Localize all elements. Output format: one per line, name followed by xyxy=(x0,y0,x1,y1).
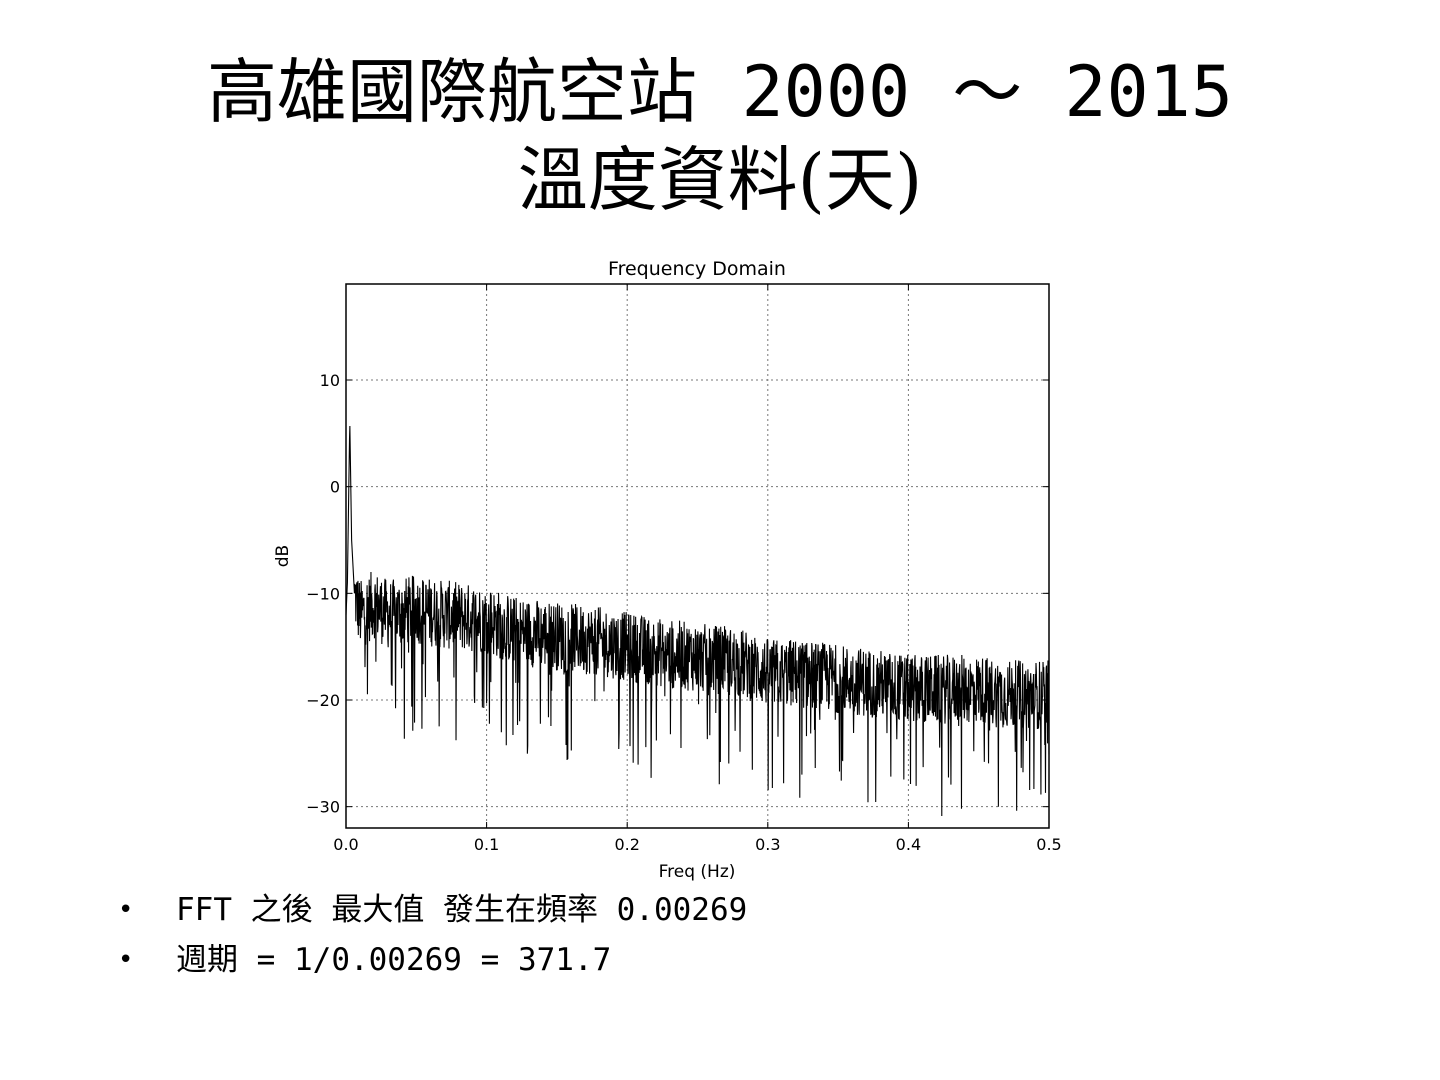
x-tick-label: 0.4 xyxy=(896,835,921,854)
y-tick-label: −20 xyxy=(306,691,340,710)
series-line xyxy=(345,425,1050,816)
y-tick-label: −10 xyxy=(306,584,340,603)
y-axis-ticks: −30 −20 −10 0 10 xyxy=(306,371,1049,817)
bullet-text: FFT 之後 最大值 發生在頻率 0.00269 xyxy=(176,892,748,928)
x-tick-label: 0.5 xyxy=(1036,835,1061,854)
x-axis-label: Freq (Hz) xyxy=(659,862,736,882)
bullet-marker: • xyxy=(118,895,134,925)
bullet-marker: • xyxy=(118,945,134,975)
y-tick-label: 0 xyxy=(330,478,340,497)
y-tick-label: 10 xyxy=(320,371,340,390)
y-tick-label: −30 xyxy=(306,798,340,817)
title-station: 高雄國際航空站 xyxy=(207,51,698,133)
chart-title: Frequency Domain xyxy=(608,258,786,280)
title-line-1: 高雄國際航空站 2000 ～ 2015 xyxy=(0,48,1440,136)
title-year-range: 2000 ～ 2015 xyxy=(741,51,1233,133)
title-line-2: 溫度資料(天) xyxy=(517,139,923,221)
chart-series xyxy=(345,425,1050,816)
x-tick-label: 0.1 xyxy=(474,835,499,854)
x-tick-label: 0.2 xyxy=(614,835,639,854)
slide-title: 高雄國際航空站 2000 ～ 2015 溫度資料(天) xyxy=(0,48,1440,224)
frequency-domain-chart: Frequency Domain 0.0 0.1 0.2 0.3 0.4 0.5 −30−… xyxy=(273,258,1062,882)
x-axis-ticks: 0.0 0.1 0.2 0.3 0.4 0.5 xyxy=(333,284,1062,854)
bullet-list: • FFT 之後 最大值 發生在頻率 0.00269 • 週期 = 1/0.00… xyxy=(118,888,747,988)
y-axis-label: dB xyxy=(273,545,293,567)
bullet-text: 週期 = 1/0.00269 = 371.7 xyxy=(176,942,612,978)
bullet-item-period: • 週期 = 1/0.00269 = 371.7 xyxy=(118,938,747,988)
plot-area-border xyxy=(345,283,1050,829)
x-tick-label: 0.0 xyxy=(333,835,358,854)
x-tick-label: 0.3 xyxy=(755,835,780,854)
bullet-item-fft-peak: • FFT 之後 最大值 發生在頻率 0.00269 xyxy=(118,888,747,938)
chart-grid xyxy=(346,284,1049,828)
